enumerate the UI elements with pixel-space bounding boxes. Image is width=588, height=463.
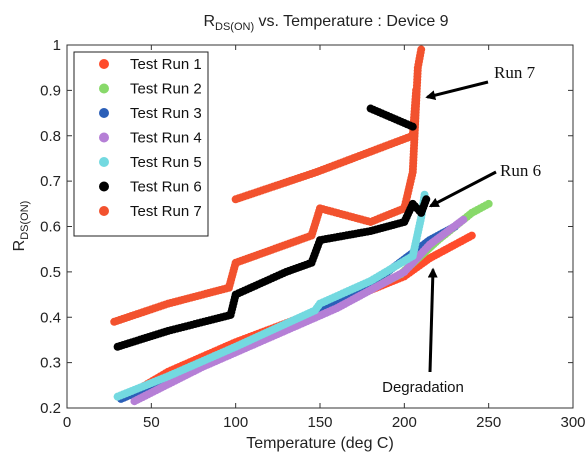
y-tick-label: 0.8 xyxy=(40,128,61,145)
legend-marker xyxy=(99,83,109,94)
annotations: Run 7 Run 6 Degradation xyxy=(382,63,541,396)
annotation-label: Run 6 xyxy=(500,161,541,180)
chart-title-main: R xyxy=(203,13,215,30)
x-tick-label: 200 xyxy=(392,414,417,431)
legend-marker xyxy=(99,181,109,192)
x-tick-label: 100 xyxy=(223,414,248,431)
legend-label: Test Run 5 xyxy=(130,154,202,171)
legend: Test Run 1 Test Run 2 Test Run 3 Test Run 4… xyxy=(73,51,209,237)
legend-marker xyxy=(99,108,109,118)
data-point xyxy=(412,86,421,95)
data-point xyxy=(459,215,468,224)
chart-title: RDS(ON) vs. Temperature : Device 9 xyxy=(203,13,448,33)
y-tick-label: 0.5 xyxy=(40,264,61,281)
annotation-arrow xyxy=(428,170,497,208)
x-axis-title: Temperature (deg C) xyxy=(246,435,394,452)
annotation-label: Degradation xyxy=(382,379,464,396)
y-tick-label: 0.3 xyxy=(40,355,61,372)
legend-label: Test Run 1 xyxy=(130,56,202,73)
x-tick-label: 0 xyxy=(63,414,71,431)
legend-label: Test Run 7 xyxy=(130,203,202,220)
legend-marker xyxy=(99,132,109,143)
x-tick-label: 150 xyxy=(307,414,332,431)
y-axis-title-main: R xyxy=(11,240,28,252)
y-tick-label: 0.7 xyxy=(40,173,61,190)
y-tick-label: 0.6 xyxy=(40,219,61,236)
data-points xyxy=(110,45,493,406)
y-axis-title: RDS(ON) xyxy=(11,201,31,252)
annotation-label: Run 7 xyxy=(494,63,536,82)
x-tick-label: 50 xyxy=(143,414,160,431)
legend-marker xyxy=(99,157,109,167)
chart-title-sub: DS(ON) xyxy=(215,21,254,33)
data-point xyxy=(408,122,417,131)
axis-ticks: 0 50 100 150 200 250 300 0.2 0.3 0.4 0.5 0.6 0.7 0.8 0… xyxy=(40,37,585,431)
data-point xyxy=(484,199,493,208)
legend-marker xyxy=(99,59,109,69)
legend-label: Test Run 4 xyxy=(130,130,202,147)
annotation-arrow xyxy=(427,267,438,373)
chart-title-rest: vs. Temperature : Device 9 xyxy=(254,13,449,30)
y-tick-label: 0.2 xyxy=(40,400,61,417)
data-point xyxy=(467,231,476,240)
data-point xyxy=(422,195,431,204)
series-test-run-6 xyxy=(113,104,431,351)
legend-label: Test Run 3 xyxy=(130,105,202,122)
legend-marker xyxy=(99,206,109,216)
y-axis-title-sub: DS(ON) xyxy=(19,201,31,240)
y-tick-label: 0.4 xyxy=(40,309,61,326)
x-tick-label: 250 xyxy=(476,414,501,431)
y-tick-label: 1 xyxy=(53,37,61,54)
x-tick-label: 300 xyxy=(560,414,585,431)
legend-label: Test Run 6 xyxy=(130,179,202,196)
annotation-arrow xyxy=(425,80,489,101)
data-point xyxy=(417,45,426,54)
legend-box xyxy=(73,51,209,237)
y-tick-label: 0.9 xyxy=(40,82,61,99)
series-test-run-7 xyxy=(110,45,426,326)
legend-label: Test Run 2 xyxy=(130,81,202,98)
